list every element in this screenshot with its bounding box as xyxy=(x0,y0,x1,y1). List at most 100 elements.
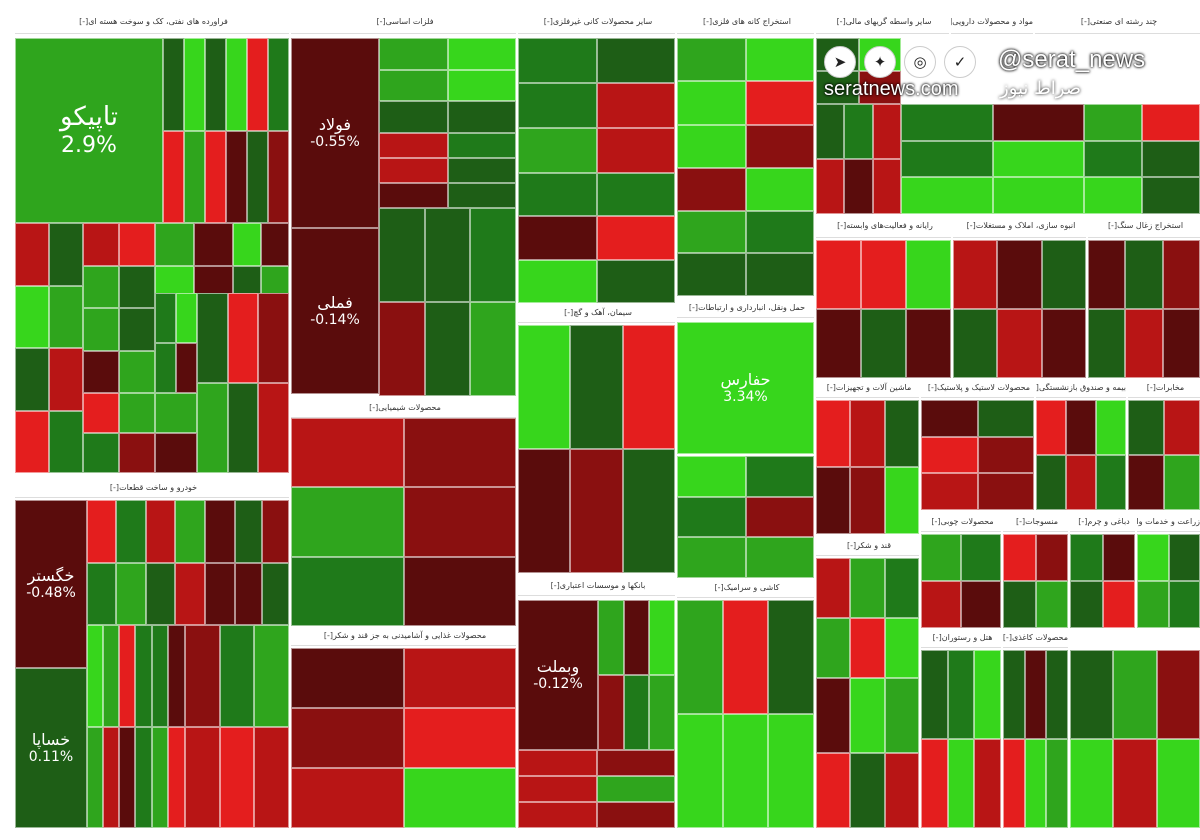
stock-tile[interactable] xyxy=(518,128,597,173)
stock-tile[interactable] xyxy=(816,558,851,618)
header-telecom[interactable]: مخابرات[-] xyxy=(1128,380,1200,398)
header-invest[interactable]: چند رشته ای صنعتی[-] xyxy=(1035,14,1200,34)
stock-tile[interactable] xyxy=(49,348,83,411)
stock-tile[interactable] xyxy=(992,140,1084,178)
header-tile[interactable]: کاشی و سرامیک[-] xyxy=(677,580,814,598)
header-textile[interactable]: منسوجات[-] xyxy=(1003,514,1068,532)
collapse-toggle[interactable]: [-] xyxy=(846,541,857,550)
stock-tile[interactable] xyxy=(921,436,978,474)
stock-tile[interactable] xyxy=(176,293,197,343)
stock-tile[interactable] xyxy=(921,400,978,437)
stock-tile[interactable] xyxy=(403,487,516,557)
stock-tile[interactable] xyxy=(1003,534,1036,581)
stock-tile[interactable] xyxy=(247,38,268,131)
tile-tapico[interactable]: تاپیکو 2.9% xyxy=(15,38,163,223)
collapse-toggle[interactable]: [-] xyxy=(932,633,942,642)
stock-tile[interactable] xyxy=(262,500,289,563)
stock-tile[interactable] xyxy=(1113,739,1157,828)
header-insurance[interactable]: بیمه و صندوق بازنشستگی[-] xyxy=(1036,380,1126,398)
stock-tile[interactable] xyxy=(1142,177,1200,214)
stock-tile[interactable] xyxy=(175,562,205,625)
stock-tile[interactable] xyxy=(518,216,597,260)
stock-tile[interactable] xyxy=(1003,739,1025,828)
stock-tile[interactable] xyxy=(722,600,769,714)
stock-tile[interactable] xyxy=(254,625,289,727)
stock-tile[interactable] xyxy=(921,739,948,828)
stock-tile[interactable] xyxy=(816,104,845,159)
stock-tile[interactable] xyxy=(1036,455,1066,510)
collapse-toggle[interactable]: [-] xyxy=(966,221,976,230)
stock-tile[interactable] xyxy=(379,302,425,396)
stock-tile[interactable] xyxy=(119,223,155,266)
header-base-metals[interactable]: فلزات اساسی[-] xyxy=(291,14,516,34)
stock-tile[interactable] xyxy=(83,393,119,433)
stock-tile[interactable] xyxy=(677,38,746,82)
stock-tile[interactable] xyxy=(677,537,746,578)
stock-tile[interactable] xyxy=(1162,240,1200,309)
stock-tile[interactable] xyxy=(291,768,404,828)
stock-tile[interactable] xyxy=(677,81,746,125)
stock-tile[interactable] xyxy=(155,293,176,343)
stock-tile[interactable] xyxy=(262,562,289,625)
stock-tile[interactable] xyxy=(1046,739,1068,828)
stock-tile[interactable] xyxy=(844,104,873,159)
stock-tile[interactable] xyxy=(1164,455,1200,510)
stock-tile[interactable] xyxy=(974,739,1001,828)
stock-tile[interactable] xyxy=(1036,400,1066,455)
stock-tile[interactable] xyxy=(745,81,814,125)
stock-tile[interactable] xyxy=(596,216,675,260)
stock-tile[interactable] xyxy=(906,240,951,309)
stock-tile[interactable] xyxy=(403,708,516,768)
stock-tile[interactable] xyxy=(403,418,516,488)
stock-tile[interactable] xyxy=(997,240,1042,309)
collapse-toggle[interactable]: [-] xyxy=(543,17,553,26)
stock-tile[interactable] xyxy=(403,768,516,828)
stock-tile[interactable] xyxy=(185,625,220,727)
stock-tile[interactable] xyxy=(1156,739,1200,828)
stock-tile[interactable] xyxy=(447,183,516,208)
stock-tile[interactable] xyxy=(116,562,146,625)
stock-tile[interactable] xyxy=(116,500,146,563)
header-banks[interactable]: بانکها و موسسات اعتباری[-] xyxy=(518,578,675,596)
stock-tile[interactable] xyxy=(598,675,624,750)
stock-tile[interactable] xyxy=(227,383,259,473)
header-wood[interactable]: محصولات چوبی[-] xyxy=(921,514,1001,532)
stock-tile[interactable] xyxy=(745,253,814,296)
stock-tile[interactable] xyxy=(816,467,851,534)
collapse-toggle[interactable]: [-] xyxy=(79,17,89,26)
collapse-toggle[interactable]: [-] xyxy=(951,17,952,26)
stock-tile[interactable] xyxy=(768,600,814,714)
stock-tile[interactable] xyxy=(850,558,885,618)
stock-tile[interactable] xyxy=(518,259,597,303)
stock-tile[interactable] xyxy=(1137,581,1169,628)
stock-tile[interactable] xyxy=(163,38,184,131)
header-chemical[interactable]: فراورده های نفتی، کک و سوخت هسته ای[-] xyxy=(15,14,289,34)
header-electric[interactable]: ماشین آلات و تجهیزات[-] xyxy=(816,380,919,398)
stock-tile[interactable] xyxy=(974,650,1001,739)
stock-tile[interactable] xyxy=(997,309,1042,378)
tile-vebmellat[interactable]: وبملت -0.12% xyxy=(518,600,598,750)
stock-tile[interactable] xyxy=(83,350,119,393)
collapse-toggle[interactable]: [-] xyxy=(714,583,724,592)
stock-tile[interactable] xyxy=(596,802,675,828)
header-paper[interactable]: محصولات کاغذی[-] xyxy=(1003,630,1068,648)
stock-tile[interactable] xyxy=(745,168,814,211)
stock-tile[interactable] xyxy=(219,726,255,828)
stock-tile[interactable] xyxy=(884,618,919,678)
stock-tile[interactable] xyxy=(175,500,205,563)
stock-tile[interactable] xyxy=(379,101,448,133)
collapse-toggle[interactable]: [-] xyxy=(836,17,846,26)
stock-tile[interactable] xyxy=(1102,581,1135,628)
stock-tile[interactable] xyxy=(884,558,919,618)
stock-tile[interactable] xyxy=(953,240,998,309)
stock-tile[interactable] xyxy=(194,223,233,266)
header-hotel[interactable]: هتل و رستوران[-] xyxy=(921,630,1001,648)
stock-tile[interactable] xyxy=(816,400,851,467)
stock-tile[interactable] xyxy=(901,140,993,178)
stock-tile[interactable] xyxy=(1137,534,1169,581)
stock-tile[interactable] xyxy=(258,293,289,383)
stock-tile[interactable] xyxy=(447,133,516,158)
stock-tile[interactable] xyxy=(816,678,851,753)
stock-tile[interactable] xyxy=(168,625,185,727)
stock-tile[interactable] xyxy=(992,104,1084,141)
